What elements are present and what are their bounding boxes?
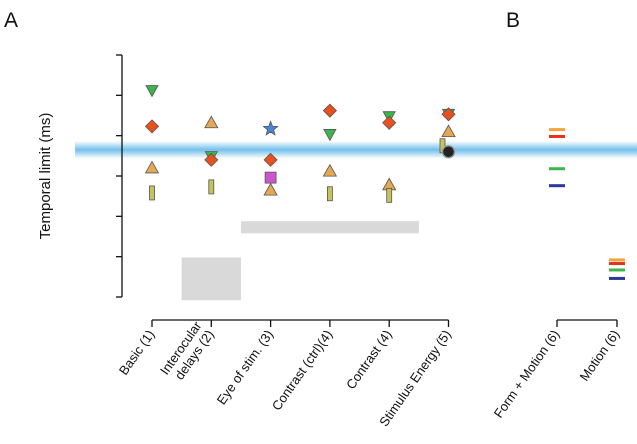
x-label-line: Basic (1) xyxy=(116,327,158,378)
point-orange-diamond-3 xyxy=(263,152,278,167)
point-tan-up-triangle-3 xyxy=(263,182,278,196)
dash-navy-2 xyxy=(609,276,625,280)
reference-band xyxy=(75,140,637,159)
marks-layer xyxy=(144,85,625,280)
point-magenta-square-3 xyxy=(264,171,277,184)
x-label-a-1: Basic (1) xyxy=(116,327,158,378)
point-tan-up-triangle-2 xyxy=(204,115,219,129)
dash-navy-1 xyxy=(549,184,565,188)
dash-orange-2 xyxy=(609,258,625,262)
x-label-line: Motion (6) xyxy=(577,327,623,384)
axes-layer xyxy=(116,54,618,327)
point-orange-diamond-4 xyxy=(322,103,337,118)
point-tan-up-triangle-4 xyxy=(322,163,338,177)
gray-band-2 xyxy=(240,221,419,234)
dash-red-2 xyxy=(609,262,625,266)
x-label-a-2: Interoculardelays (2) xyxy=(157,318,217,386)
y-axis-label: Temporal limit (ms) xyxy=(37,113,54,240)
x-label-a-5: Contrast (4) xyxy=(343,327,395,392)
point-olive-bar-2 xyxy=(208,179,215,195)
x-label-line: Contrast (4) xyxy=(343,327,395,392)
x-label-b-1: Form + Motion (6) xyxy=(491,327,563,421)
point-orange-diamond-2 xyxy=(204,152,219,167)
point-green-down-triangle-1 xyxy=(145,85,159,98)
point-tan-up-triangle-1 xyxy=(144,160,160,174)
point-blue-star-3 xyxy=(262,120,279,136)
text-layer: A B Temporal limit (ms) Basic (1) Interoc… xyxy=(4,9,622,429)
x-label-b-2: Motion (6) xyxy=(577,327,623,384)
point-orange-diamond-6 xyxy=(441,107,456,122)
point-orange-diamond-1 xyxy=(144,119,160,134)
point-black-circle-6 xyxy=(441,145,456,159)
background-layer xyxy=(75,140,637,301)
point-orange-diamond-5 xyxy=(382,115,397,130)
point-olive-bar-5 xyxy=(386,187,393,203)
x-label-line: Eye of stim. (3) xyxy=(214,327,276,407)
point-olive-bar-4 xyxy=(326,186,333,202)
dash-green-1 xyxy=(549,167,565,171)
x-label-a-3: Eye of stim. (3) xyxy=(214,327,276,407)
panel-label-b: B xyxy=(506,9,520,32)
point-tan-up-triangle-6 xyxy=(441,124,456,138)
x-label-line: Form + Motion (6) xyxy=(491,327,563,421)
point-green-down-triangle-4 xyxy=(323,129,337,142)
dash-orange-1 xyxy=(549,128,565,132)
x-label-a-4: Contrast (ctrl)(4) xyxy=(269,327,336,413)
gray-band-1 xyxy=(181,257,241,301)
panel-label-a: A xyxy=(4,9,18,32)
dash-green-2 xyxy=(609,268,625,272)
x-label-line: Contrast (ctrl)(4) xyxy=(269,327,336,413)
point-olive-bar-1 xyxy=(149,185,155,201)
dash-red-1 xyxy=(549,134,565,138)
